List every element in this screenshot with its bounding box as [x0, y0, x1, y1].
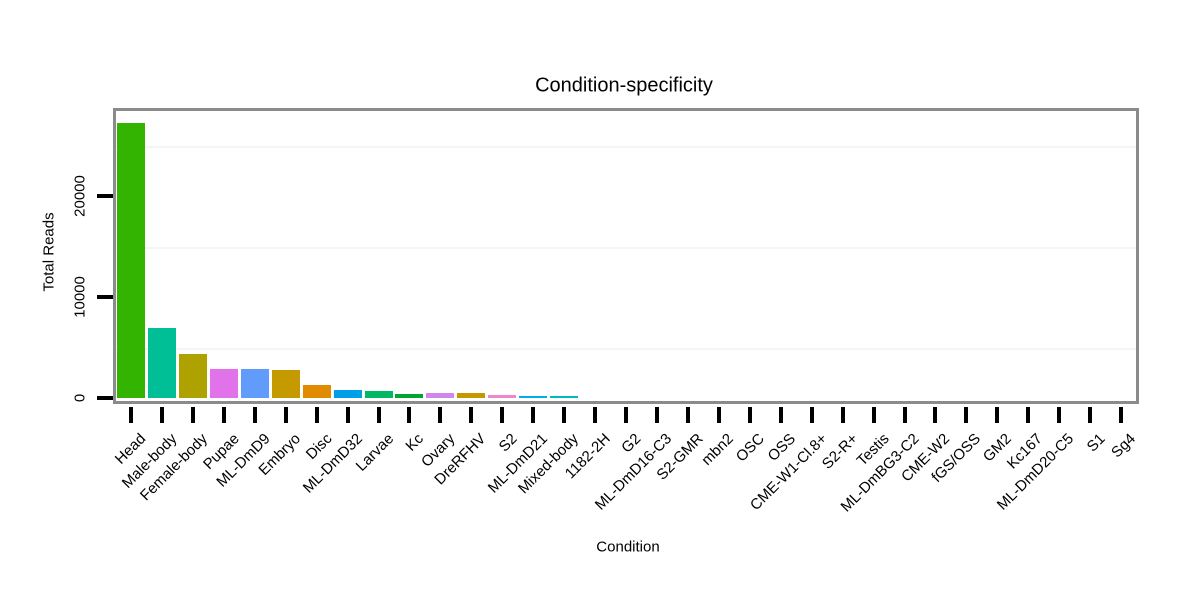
- x-tick-mark: [624, 407, 628, 423]
- x-tick-mark: [531, 407, 535, 423]
- x-tick-mark: [562, 407, 566, 423]
- bar: [488, 395, 516, 398]
- y-tick-mark: [97, 194, 113, 198]
- x-tick-label: Sg4: [1108, 430, 1140, 462]
- x-tick-mark: [222, 407, 226, 423]
- x-tick-mark: [469, 407, 473, 423]
- x-tick-mark: [903, 407, 907, 423]
- y-tick-label: 0: [71, 393, 89, 403]
- bar: [457, 393, 485, 398]
- bar: [519, 396, 547, 398]
- x-tick-mark: [438, 407, 442, 423]
- bar: [334, 390, 362, 398]
- x-tick-mark: [315, 407, 319, 423]
- x-tick-mark: [779, 407, 783, 423]
- bar: [117, 123, 145, 398]
- bar: [426, 393, 454, 398]
- x-tick-mark: [748, 407, 752, 423]
- x-tick-mark: [964, 407, 968, 423]
- x-tick-label: S1: [1083, 430, 1109, 456]
- x-tick-mark: [407, 407, 411, 423]
- y-axis-title: Total Reads: [40, 212, 58, 292]
- bar: [179, 354, 207, 398]
- x-tick-mark: [253, 407, 257, 423]
- x-tick-mark: [1088, 407, 1092, 423]
- x-tick-mark: [686, 407, 690, 423]
- x-tick-mark: [346, 407, 350, 423]
- bar: [365, 391, 393, 398]
- bar: [395, 394, 423, 398]
- x-tick-mark: [191, 407, 195, 423]
- x-tick-mark: [933, 407, 937, 423]
- bar: [210, 369, 238, 398]
- x-tick-mark: [129, 407, 133, 423]
- plot-area: [113, 108, 1139, 404]
- x-tick-mark: [655, 407, 659, 423]
- x-tick-label: mbn2: [698, 430, 738, 469]
- x-tick-mark: [284, 407, 288, 423]
- x-tick-mark: [872, 407, 876, 423]
- x-tick-mark: [995, 407, 999, 423]
- y-gridline: [116, 247, 1136, 249]
- x-tick-label: OSC: [733, 430, 769, 466]
- x-tick-mark: [1119, 407, 1123, 423]
- x-tick-mark: [500, 407, 504, 423]
- y-gridline: [116, 348, 1136, 350]
- y-gridline: [116, 146, 1136, 148]
- y-tick-mark: [97, 396, 113, 400]
- x-tick-mark: [717, 407, 721, 423]
- bar: [148, 328, 176, 398]
- y-tick-mark: [97, 295, 113, 299]
- x-tick-mark: [810, 407, 814, 423]
- bar: [272, 370, 300, 398]
- y-tick-label: 20000: [71, 175, 89, 217]
- chart-title: Condition-specificity: [535, 74, 713, 97]
- x-tick-mark: [160, 407, 164, 423]
- x-tick-mark: [593, 407, 597, 423]
- bar: [550, 396, 578, 398]
- y-tick-label: 10000: [71, 276, 89, 318]
- x-axis-title: Condition: [596, 538, 660, 556]
- bar: [303, 385, 331, 398]
- x-tick-mark: [377, 407, 381, 423]
- x-tick-mark: [1057, 407, 1061, 423]
- x-tick-mark: [1026, 407, 1030, 423]
- x-tick-mark: [841, 407, 845, 423]
- bar: [241, 369, 269, 398]
